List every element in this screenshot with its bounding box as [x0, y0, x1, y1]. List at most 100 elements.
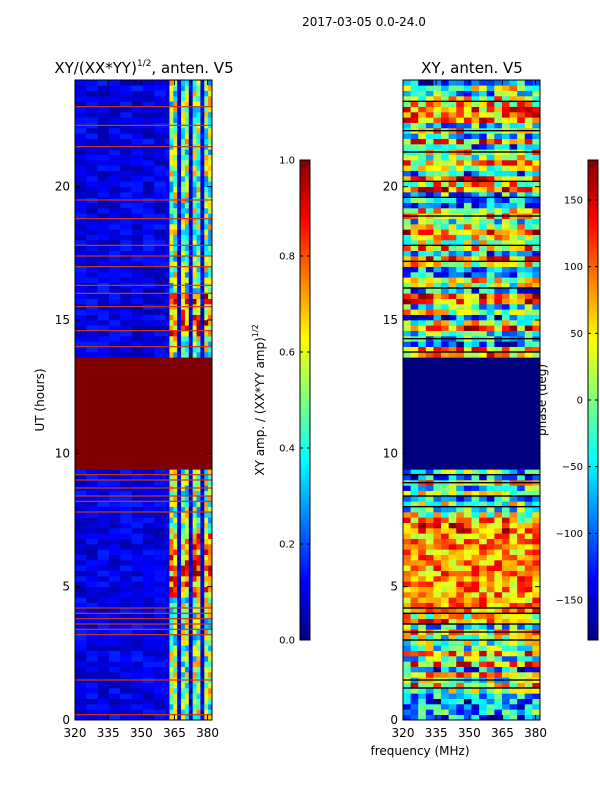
amp-cell [169, 101, 174, 107]
phase-cb-tick-label: 0 [577, 396, 583, 407]
amp-cell [192, 490, 197, 497]
amp-cell [165, 624, 170, 630]
amp-cell [200, 544, 205, 550]
amp-cell [204, 586, 209, 593]
phase-cell [456, 592, 465, 598]
phase-flagged-row [403, 607, 540, 609]
amp-cell [192, 133, 197, 139]
phase-cell [524, 709, 533, 715]
phase-cell [486, 288, 495, 294]
phase-cell [410, 634, 419, 641]
amp-cell [181, 618, 186, 625]
phase-cell [509, 618, 518, 625]
phase-cell [433, 250, 442, 257]
amp-cell [154, 634, 166, 641]
amp-saturated-cell [75, 416, 212, 422]
phase-cell [425, 570, 434, 577]
phase-cell [517, 517, 526, 523]
amp-cell [196, 586, 201, 593]
amp-cell [86, 117, 98, 123]
phase-cell [501, 330, 510, 337]
phase-cell [532, 576, 541, 582]
amp-cell [196, 272, 201, 278]
phase-cell [517, 208, 526, 214]
phase-panel-title: XY, anten. V5 [421, 59, 523, 77]
phase-cell [418, 298, 427, 305]
phase-cell [433, 122, 442, 129]
amp-cell [120, 693, 132, 699]
amp-cell [208, 181, 213, 187]
phase-cell [532, 325, 541, 331]
phase-cell [463, 645, 472, 651]
phase-cell [433, 682, 442, 689]
phase-saturated-cell [403, 410, 540, 417]
phase-cell [501, 240, 510, 246]
phase-cell [479, 138, 488, 145]
amp-cell [192, 709, 197, 715]
amp-cell [177, 693, 182, 699]
amp-cell [86, 314, 98, 321]
phase-cell [479, 485, 488, 491]
amp-cell [165, 213, 170, 219]
amp-cell [192, 645, 197, 651]
phase-cell [479, 106, 488, 113]
amp-cell [200, 106, 205, 113]
amp-cell [142, 640, 155, 646]
phase-cell [532, 314, 541, 321]
amp-cell [131, 501, 144, 507]
phase-cell [509, 506, 518, 513]
phase-cell [509, 560, 518, 566]
phase-cell [532, 714, 541, 721]
amp-cell [192, 597, 197, 603]
amp-cell [181, 96, 186, 102]
phase-cell [441, 517, 449, 523]
phase-cell [479, 165, 488, 171]
amp-colorbar-label: XY amp. / (XX*YY amp)1/2 [251, 324, 267, 475]
amp-cell [97, 336, 110, 342]
amp-cell [86, 624, 98, 630]
phase-cell [486, 144, 495, 150]
phase-cell [441, 320, 449, 326]
amp-cell [196, 266, 201, 273]
phase-cell [486, 133, 495, 139]
amp-cell [131, 112, 144, 118]
amp-cell [75, 128, 87, 134]
amp-cell [200, 570, 205, 577]
phase-cell [448, 197, 457, 203]
phase-cell [441, 581, 449, 587]
amp-cell [131, 346, 144, 353]
amp-cell [208, 650, 213, 657]
phase-cell [501, 181, 510, 187]
phase-cell [463, 266, 472, 273]
amp-cell [188, 602, 193, 609]
phase-cell [471, 640, 480, 646]
phase-cell [433, 272, 442, 278]
amp-cell [97, 112, 110, 118]
phase-cell [418, 704, 427, 710]
amp-cell [177, 117, 182, 123]
phase-cell [479, 469, 488, 475]
amp-cell [108, 613, 121, 619]
amp-cell [208, 202, 213, 209]
phase-cell [441, 202, 449, 209]
amp-cell [192, 90, 197, 97]
amp-cell [120, 261, 132, 267]
amp-cell [131, 640, 144, 646]
phase-cell [448, 250, 457, 257]
amp-cell [181, 245, 186, 251]
phase-cell [463, 704, 472, 710]
amp-cell [108, 277, 121, 283]
amp-cell [97, 549, 110, 555]
phase-cell [486, 485, 495, 491]
phase-cell [501, 560, 510, 566]
phase-cell [532, 586, 541, 593]
amp-cell [188, 714, 193, 721]
phase-cell [517, 666, 526, 673]
amp-cell [131, 618, 144, 625]
amp-cell [200, 266, 205, 273]
amp-cell [97, 149, 110, 155]
phase-cell [471, 682, 480, 689]
amp-cell [204, 325, 209, 331]
amp-cell [208, 245, 213, 251]
phase-cell [403, 304, 411, 310]
